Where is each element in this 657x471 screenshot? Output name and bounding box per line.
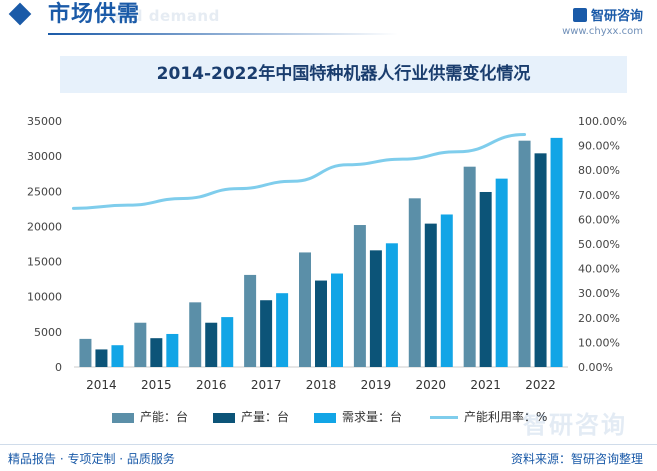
y-left-tick-label: 30000	[27, 150, 62, 163]
y-right-tick-label: 80.00%	[578, 164, 620, 177]
brand: 智研咨询 www.chyxx.com	[562, 4, 643, 37]
x-tick-label: 2019	[361, 378, 392, 392]
bar-2017-0	[244, 274, 257, 367]
y-right-tick-label: 40.00%	[578, 263, 620, 276]
bar-2021-1	[479, 191, 492, 367]
bar-2022-2	[550, 137, 563, 367]
legend-swatch	[314, 412, 336, 423]
bar-2019-2	[385, 243, 398, 367]
y-right-tick-label: 100.00%	[578, 115, 627, 128]
y-left-tick-label: 5000	[34, 326, 62, 339]
y-right-tick-label: 0.00%	[578, 361, 613, 374]
bar-2022-1	[534, 153, 547, 367]
legend-swatch	[430, 416, 458, 419]
brand-url: www.chyxx.com	[562, 26, 643, 37]
bar-2021-2	[495, 178, 508, 367]
bar-2020-0	[408, 198, 421, 367]
bar-2020-1	[424, 223, 437, 367]
legend-label: 产量：台	[241, 410, 290, 424]
x-tick-label: 2021	[470, 378, 501, 392]
section-subtitle: and demand	[110, 7, 220, 25]
source-note: 资料来源：智研咨询整理	[510, 452, 643, 466]
bar-2018-1	[315, 280, 327, 367]
y-right-tick-label: 60.00%	[578, 213, 620, 226]
diamond-icon	[8, 2, 32, 26]
y-right-tick-label: 70.00%	[578, 189, 620, 202]
bar-2014-0	[79, 338, 92, 367]
bar-2014-1	[95, 349, 108, 367]
bar-2020-2	[440, 214, 453, 367]
chart: 0 5000 10000 15000 20000 25000 30000 35000 0.00%…	[27, 115, 627, 392]
y-left-tick-label: 35000	[27, 115, 62, 128]
y-left-tick-label: 20000	[27, 220, 62, 233]
section-title: 市场供需	[48, 2, 141, 27]
y-right-tick-label: 90.00%	[578, 140, 620, 153]
y-right-tick-label: 30.00%	[578, 287, 620, 300]
bar-2015-2	[166, 333, 179, 367]
bar-2021-0	[463, 166, 476, 367]
y-right-tick-label: 20.00%	[578, 312, 620, 325]
y-right-tick-label: 50.00%	[578, 238, 620, 251]
bar-2016-2	[221, 317, 234, 367]
legend-label: 产能：台	[140, 410, 189, 424]
x-tick-label: 2015	[141, 378, 172, 392]
x-tick-label: 2018	[306, 378, 337, 392]
x-tick-label: 2016	[196, 378, 227, 392]
bar-2022-0	[518, 140, 531, 367]
legend-item: 需求量：台	[314, 408, 402, 425]
legend-label: 产能利用率：%	[464, 410, 548, 424]
bar-2019-0	[353, 225, 366, 367]
legend-label: 需求量：台	[342, 410, 403, 424]
legend-swatch	[213, 412, 235, 423]
brand-logo-icon	[572, 7, 587, 22]
brand-name: 智研咨询	[590, 9, 643, 24]
legend-swatch	[112, 412, 134, 423]
bar-2018-0	[299, 252, 311, 367]
header-divider	[48, 33, 398, 35]
bar-2017-1	[260, 300, 273, 367]
bar-2016-0	[189, 302, 202, 367]
footer-tagline: 精品报告 · 专项定制 · 品质服务	[8, 452, 175, 466]
bar-2019-1	[369, 250, 382, 367]
legend-item: 产能：台	[112, 408, 188, 425]
y-left-tick-label: 25000	[27, 185, 62, 198]
y-right-tick-label: 10.00%	[578, 336, 620, 349]
bar-2016-1	[205, 322, 218, 367]
chart-title: 2014-2022年中国特种机器人行业供需变化情况	[60, 56, 627, 93]
page-footer: 精品报告 · 专项定制 · 品质服务 资料来源：智研咨询整理	[0, 444, 657, 471]
x-tick-label: 2022	[525, 378, 556, 392]
legend-item: 产能利用率：%	[430, 408, 547, 425]
x-tick-label: 2014	[86, 378, 117, 392]
bar-2014-2	[111, 345, 124, 367]
y-left-tick-label: 15000	[27, 256, 62, 269]
bar-2018-2	[331, 273, 343, 367]
watermark: 智研咨询	[523, 411, 627, 439]
bar-2015-0	[134, 322, 147, 367]
y-left-tick-label: 10000	[27, 291, 62, 304]
bar-2015-1	[150, 338, 163, 367]
y-left-tick-label: 0	[55, 361, 62, 374]
bar-2017-2	[276, 293, 289, 367]
line-series-utilization	[71, 133, 527, 210]
x-tick-label: 2020	[416, 378, 447, 392]
page-header: and demand 市场供需 智研咨询 www.chyxx.com	[0, 0, 657, 40]
x-tick-label: 2017	[251, 378, 282, 392]
legend-item: 产量：台	[213, 408, 289, 425]
